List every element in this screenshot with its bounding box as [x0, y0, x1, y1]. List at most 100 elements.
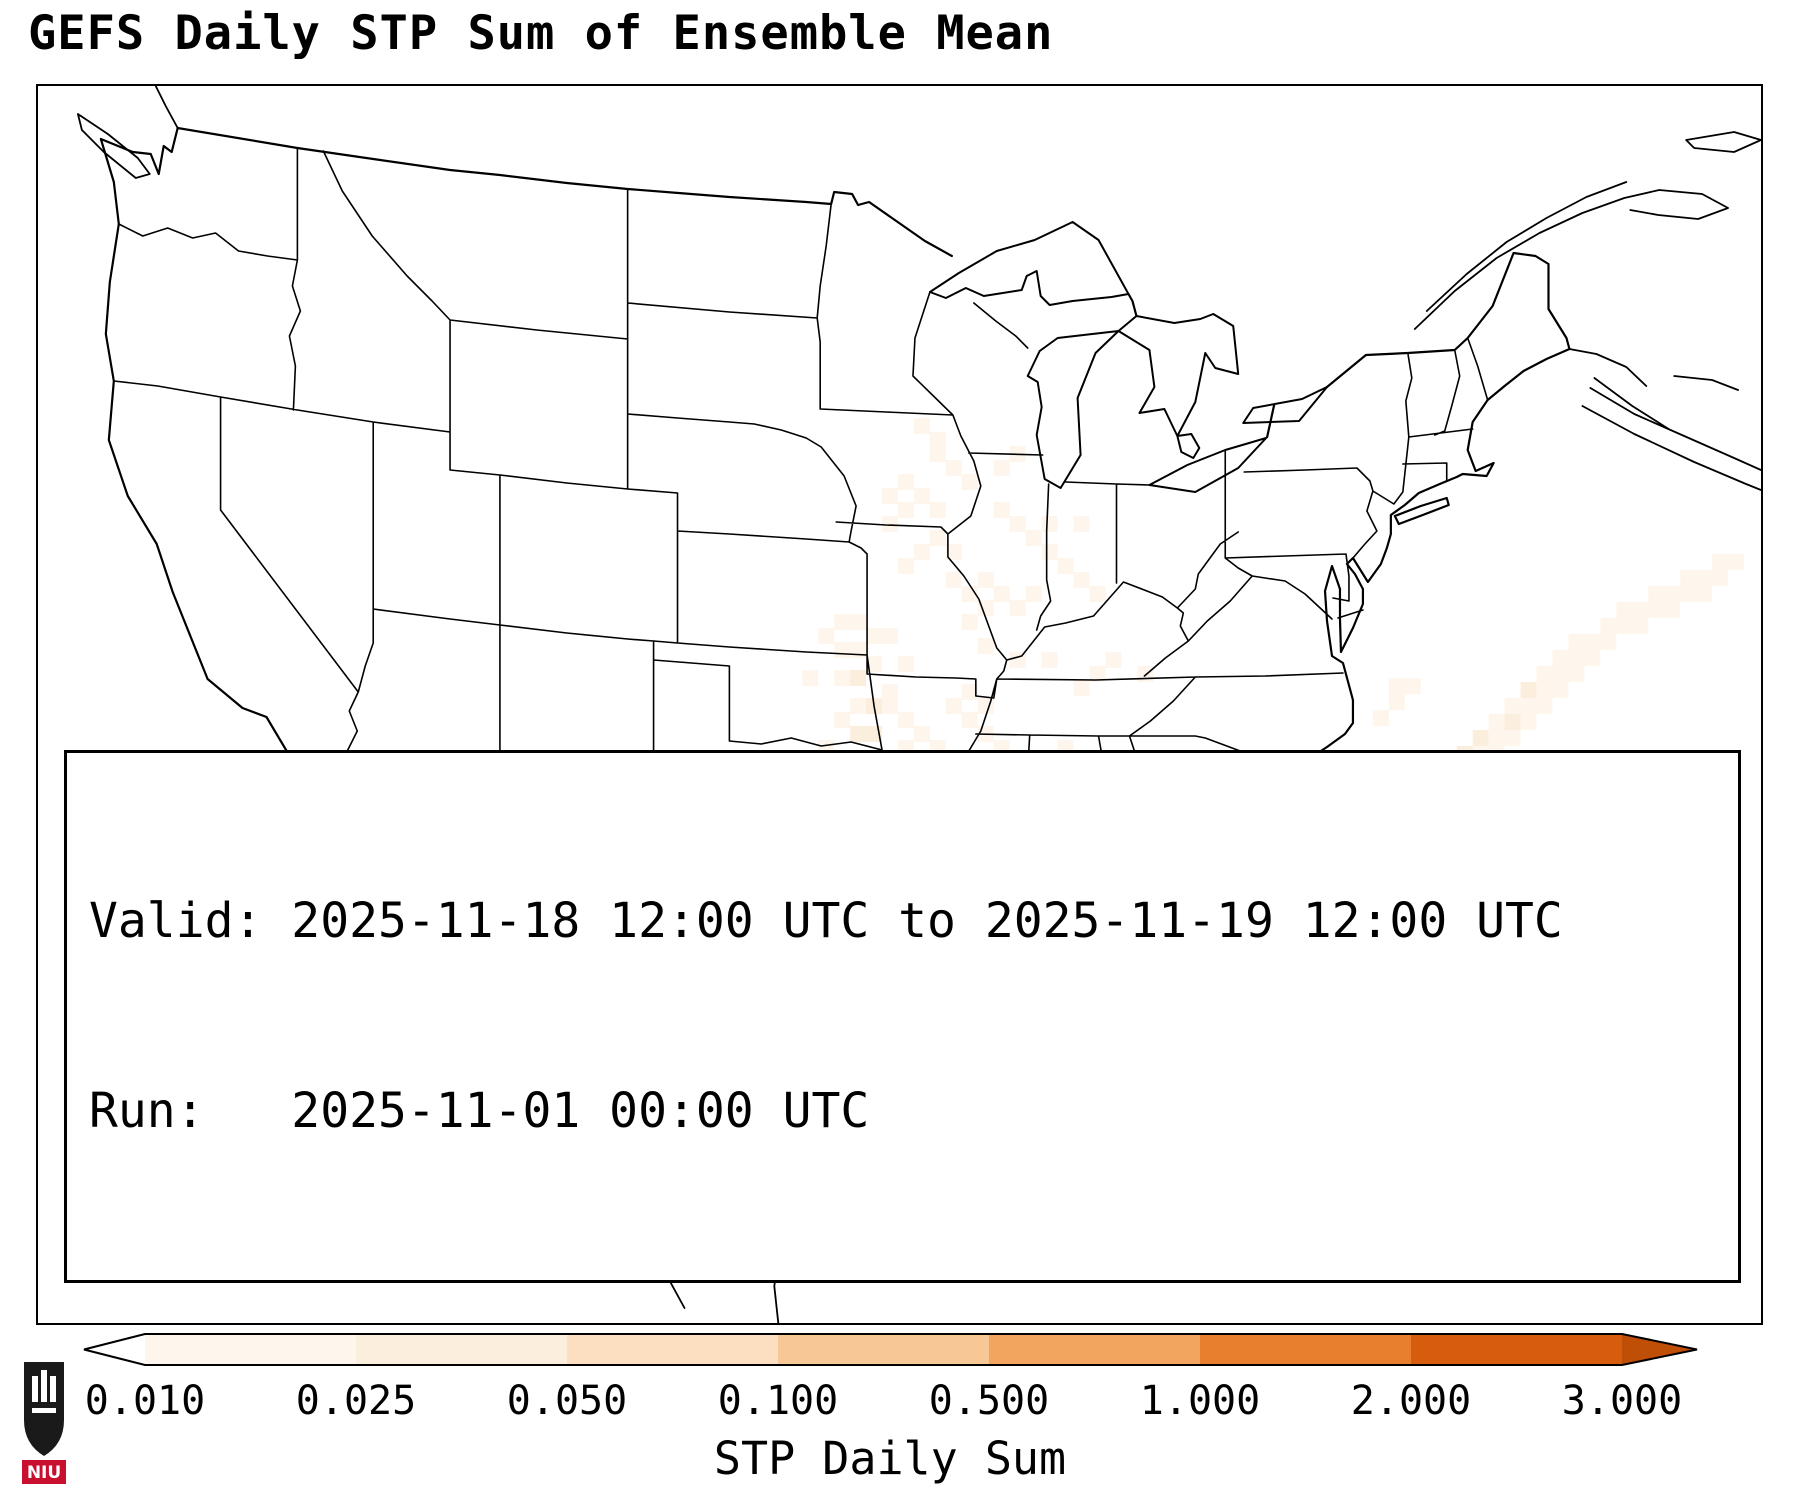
colorbar-segment [567, 1334, 778, 1365]
stp-cell [850, 726, 867, 742]
stp-cell [1696, 586, 1713, 602]
state-borders [113, 147, 1489, 918]
colorbar-segment [1200, 1334, 1411, 1365]
stp-cell [1388, 694, 1405, 710]
stp-cell [977, 600, 994, 616]
colorbar-tick-label: 1.000 [1139, 1378, 1261, 1424]
stp-cell [1600, 618, 1617, 634]
stp-cell [1536, 666, 1553, 682]
stp-cell [1372, 710, 1389, 726]
stp-cell [961, 474, 978, 490]
stp-cell [1680, 586, 1697, 602]
stp-cell [1009, 516, 1026, 532]
stp-cell [866, 628, 883, 644]
stp-cell [1041, 652, 1058, 668]
stp-cell [1504, 698, 1521, 714]
colorbar-tick-label: 0.010 [84, 1378, 206, 1424]
stp-cell [1137, 666, 1154, 682]
chart-title: GEFS Daily STP Sum of Ensemble Mean [28, 6, 1054, 61]
colorbar-tick-label: 2.000 [1350, 1378, 1472, 1424]
stp-cell [1632, 618, 1649, 634]
colorbar-tick-label: 0.500 [928, 1378, 1050, 1424]
stp-cell [834, 712, 851, 728]
stp-cell [1568, 650, 1585, 666]
stp-cell [1616, 602, 1633, 618]
stp-cell [882, 516, 899, 532]
stp-cell [898, 712, 914, 728]
stp-cell [1552, 666, 1569, 682]
stp-cell [929, 530, 946, 546]
stp-cell [945, 698, 962, 714]
stp-cell [1520, 714, 1537, 730]
colorbar-tick-label: 0.100 [717, 1378, 839, 1424]
validity-info-box: Valid: 2025-11-18 12:00 UTC to 2025-11-1… [64, 750, 1741, 1283]
canada-coastlines [77, 86, 1761, 491]
stp-cell [882, 488, 899, 504]
stp-cell [1568, 666, 1585, 682]
stp-cell [866, 656, 883, 672]
great-lakes-outline [928, 221, 1329, 493]
stp-cell [913, 544, 930, 560]
colorbar-left-arrow [84, 1334, 145, 1365]
stp-cell [1472, 730, 1489, 746]
stp-cell [1632, 602, 1649, 618]
colorbar-tick-label: 0.025 [295, 1378, 417, 1424]
colorbar-segment [989, 1334, 1200, 1365]
colorbar-right-arrow [1622, 1334, 1697, 1365]
stp-cell [961, 712, 978, 728]
stp-cell [1648, 602, 1665, 618]
colorbar-tick-label: 3.000 [1561, 1378, 1683, 1424]
stp-cell [1552, 682, 1569, 698]
stp-cell [834, 642, 851, 658]
colorbar-outline [83, 1333, 1698, 1366]
colorbar [83, 1333, 1698, 1366]
stp-cell [1404, 678, 1421, 694]
stp-cell [1664, 602, 1681, 618]
stp-cell [882, 684, 899, 700]
stp-cell [1536, 682, 1553, 698]
niu-logo: NIU [22, 1362, 66, 1484]
colorbar-title: STP Daily Sum [713, 1432, 1067, 1485]
stp-cell [1089, 586, 1106, 602]
stp-cell [1388, 678, 1405, 694]
colorbar-segment [145, 1334, 356, 1365]
stp-cell [945, 544, 962, 560]
stp-cell [1648, 586, 1665, 602]
run-time-line: Run: 2025-11-01 00:00 UTC [89, 1082, 870, 1139]
stp-cell [913, 418, 930, 434]
stp-cell [802, 670, 819, 686]
stp-cell [977, 572, 994, 588]
stp-cell [1536, 698, 1553, 714]
stp-cell [898, 474, 914, 490]
stp-cell [850, 670, 867, 686]
stp-cell [1041, 544, 1058, 560]
colorbar-segment [778, 1334, 989, 1365]
stp-cell [898, 656, 914, 672]
stp-cell [882, 698, 899, 714]
stp-cell [1089, 666, 1106, 682]
stp-cell [945, 572, 962, 588]
stp-cell [993, 460, 1010, 476]
stp-cell [1057, 558, 1074, 574]
stp-cell [913, 726, 930, 742]
map-area: Valid: 2025-11-18 12:00 UTC to 2025-11-1… [36, 84, 1763, 1325]
stp-cell [1105, 652, 1122, 668]
stp-cell [1504, 714, 1521, 730]
stp-cell [961, 684, 978, 700]
stp-cell [929, 502, 946, 518]
stp-cell [1584, 650, 1601, 666]
stp-cell [882, 628, 899, 644]
stp-cell [929, 432, 946, 448]
stp-cell [1600, 634, 1617, 650]
stp-cell [1009, 600, 1026, 616]
stp-cell [1696, 570, 1713, 586]
stp-cell [1520, 682, 1537, 698]
stp-cell [977, 638, 994, 654]
colorbar-segment [1411, 1334, 1622, 1365]
stp-cell [1520, 698, 1537, 714]
stp-cell [1041, 516, 1058, 532]
stp-cell [818, 628, 835, 644]
stp-cell [1488, 730, 1505, 746]
niu-logo-text: NIU [27, 1463, 61, 1483]
